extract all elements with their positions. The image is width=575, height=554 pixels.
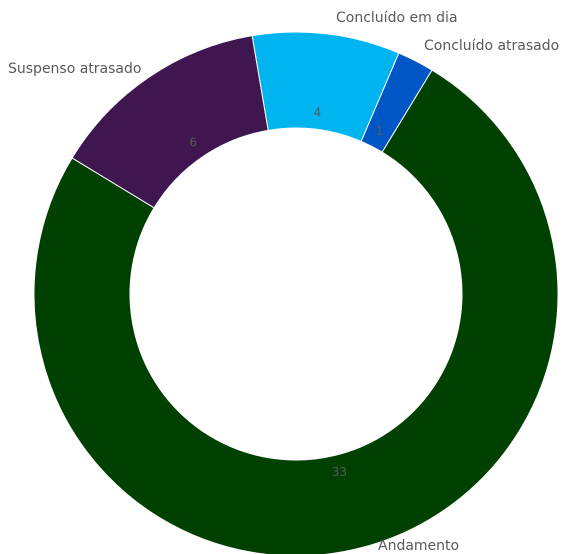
slice-andamento[interactable] [33,69,559,554]
value-label-andamento: 33 [332,465,347,479]
value-label-concluido-em-dia: 4 [314,105,322,119]
category-label-concluido-atrasado: Concluído atrasado [424,38,559,54]
value-label-concluido-atrasado: 1 [376,124,384,138]
slice-concluido-em-dia[interactable] [251,31,400,142]
category-label-andamento: Andamento [378,538,459,554]
value-labels-group: 1 33 6 4 [189,105,383,479]
category-label-concluido-em-dia: Concluído em dia [336,10,458,26]
value-label-suspenso-atrasado: 6 [189,136,197,150]
category-labels-group: Concluído atrasado Andamento Suspenso atra… [8,10,559,554]
slices-group [33,31,559,554]
category-label-suspenso-atrasado: Suspenso atrasado [8,61,141,77]
